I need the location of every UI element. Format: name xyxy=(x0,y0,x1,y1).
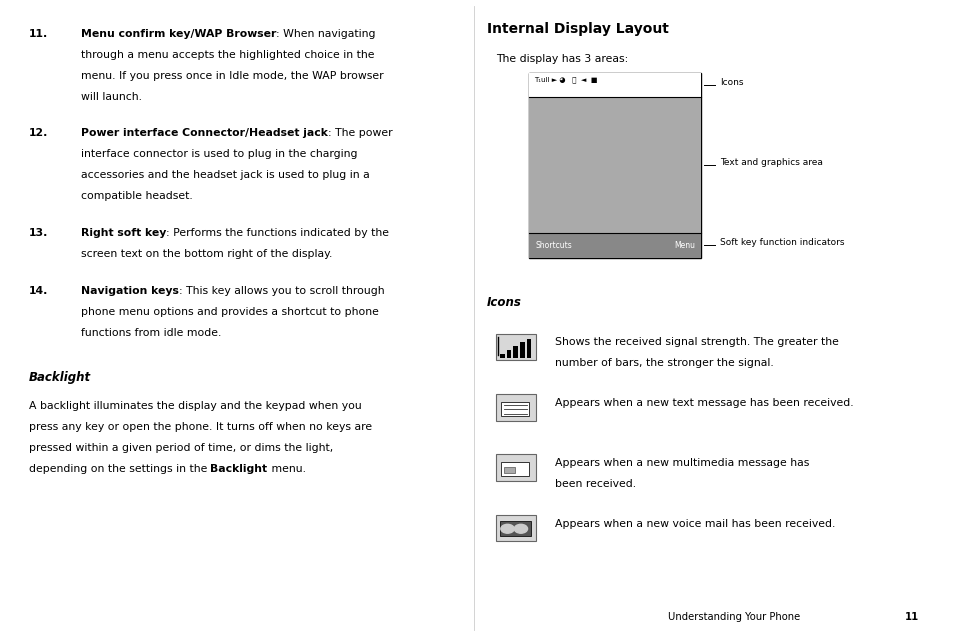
Text: Navigation keys: Navigation keys xyxy=(81,286,179,296)
Bar xyxy=(519,342,524,357)
Text: Understanding Your Phone: Understanding Your Phone xyxy=(667,612,800,622)
Text: depending on the settings in the: depending on the settings in the xyxy=(29,464,211,474)
Text: Icons: Icons xyxy=(720,78,743,86)
Bar xyxy=(496,454,536,481)
Bar xyxy=(500,462,529,476)
Text: phone menu options and provides a shortcut to phone: phone menu options and provides a shortc… xyxy=(81,307,378,317)
Bar xyxy=(513,346,517,357)
Bar xyxy=(499,354,504,357)
Text: Text and graphics area: Text and graphics area xyxy=(720,158,822,167)
Text: 13.: 13. xyxy=(29,228,48,238)
Bar xyxy=(526,338,531,357)
Text: Icons: Icons xyxy=(486,296,521,308)
Text: 12.: 12. xyxy=(29,128,48,139)
Bar xyxy=(496,333,536,360)
Text: Appears when a new multimedia message has: Appears when a new multimedia message ha… xyxy=(555,458,809,468)
Text: : When navigating: : When navigating xyxy=(276,29,375,39)
Text: Backlight: Backlight xyxy=(211,464,268,474)
Text: 11: 11 xyxy=(903,612,918,622)
Text: accessories and the headset jack is used to plug in a: accessories and the headset jack is used… xyxy=(81,170,370,181)
Circle shape xyxy=(500,524,514,533)
Text: : Performs the functions indicated by the: : Performs the functions indicated by th… xyxy=(166,228,389,238)
Text: number of bars, the stronger the signal.: number of bars, the stronger the signal. xyxy=(555,358,773,368)
Text: A backlight illuminates the display and the keypad when you: A backlight illuminates the display and … xyxy=(29,401,361,411)
Bar xyxy=(496,515,536,541)
Bar xyxy=(503,467,515,473)
Text: 14.: 14. xyxy=(29,286,48,296)
Text: T₁ull ► ◕   Ⓖ  ◄  ■: T₁ull ► ◕ Ⓖ ◄ ■ xyxy=(534,76,598,83)
Text: Shortcuts: Shortcuts xyxy=(535,241,572,250)
Circle shape xyxy=(514,524,527,533)
Text: The display has 3 areas:: The display has 3 areas: xyxy=(496,53,628,64)
Text: Soft key function indicators: Soft key function indicators xyxy=(720,238,844,247)
Text: will launch.: will launch. xyxy=(81,92,142,102)
Text: pressed within a given period of time, or dims the light,: pressed within a given period of time, o… xyxy=(29,443,333,453)
Text: Right soft key: Right soft key xyxy=(81,228,166,238)
Bar xyxy=(506,350,511,357)
Text: Internal Display Layout: Internal Display Layout xyxy=(486,22,668,36)
Text: been received.: been received. xyxy=(555,479,636,489)
Text: press any key or open the phone. It turns off when no keys are: press any key or open the phone. It turn… xyxy=(29,422,372,432)
Text: interface connector is used to plug in the charging: interface connector is used to plug in t… xyxy=(81,149,357,160)
Text: : The power: : The power xyxy=(328,128,393,139)
Bar xyxy=(529,233,700,258)
Text: compatible headset.: compatible headset. xyxy=(81,191,193,202)
Text: : This key allows you to scroll through: : This key allows you to scroll through xyxy=(179,286,384,296)
Bar xyxy=(529,97,700,233)
Text: screen text on the bottom right of the display.: screen text on the bottom right of the d… xyxy=(81,249,332,259)
Text: 11.: 11. xyxy=(29,29,48,39)
Text: Menu confirm key/WAP Browser: Menu confirm key/WAP Browser xyxy=(81,29,276,39)
Bar xyxy=(529,73,700,97)
Text: Shows the received signal strength. The greater the: Shows the received signal strength. The … xyxy=(555,337,839,347)
Text: menu.: menu. xyxy=(268,464,305,474)
Bar xyxy=(496,394,536,420)
Text: Appears when a new text message has been received.: Appears when a new text message has been… xyxy=(555,398,853,408)
Text: Menu: Menu xyxy=(674,241,695,250)
Text: Power interface Connector/Headset jack: Power interface Connector/Headset jack xyxy=(81,128,328,139)
FancyBboxPatch shape xyxy=(529,73,700,258)
Text: functions from idle mode.: functions from idle mode. xyxy=(81,328,221,338)
Text: Appears when a new voice mail has been received.: Appears when a new voice mail has been r… xyxy=(555,518,835,529)
Text: menu. If you press once in Idle mode, the WAP browser: menu. If you press once in Idle mode, th… xyxy=(81,71,383,81)
Bar xyxy=(499,521,531,536)
Text: Backlight: Backlight xyxy=(29,371,91,384)
Text: through a menu accepts the highlighted choice in the: through a menu accepts the highlighted c… xyxy=(81,50,375,60)
Bar xyxy=(500,401,529,415)
